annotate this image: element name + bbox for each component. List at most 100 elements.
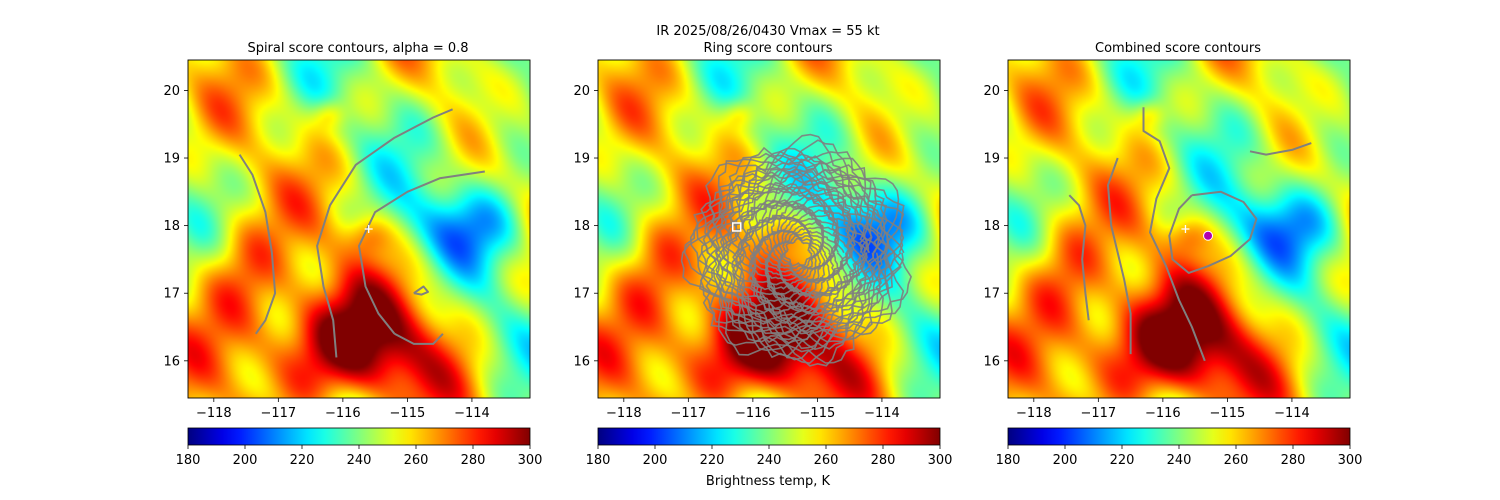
y-tick-label: 18	[573, 219, 590, 234]
x-axis: −118 −117 −116 −115 −114	[606, 398, 900, 421]
colorbar-tick-label: 200	[643, 453, 668, 468]
colorbar-tick-label: 220	[290, 453, 315, 468]
contour-line	[732, 183, 868, 323]
y-tick-label: 17	[573, 287, 590, 302]
x-axis: −118 −117 −116 −115 −114	[196, 398, 490, 421]
contour-layer	[680, 133, 912, 367]
x-tick-label: −118	[606, 406, 642, 421]
colorbar-tick-label: 240	[757, 453, 782, 468]
colorbar-tick-label: 200	[1053, 453, 1078, 468]
contour-line	[316, 108, 453, 358]
x-tick-label: −118	[1016, 406, 1052, 421]
y-tick-label: 16	[573, 354, 590, 369]
map-image	[1008, 60, 1350, 398]
plot-frame	[187, 59, 531, 399]
colorbar-gradient	[187, 427, 531, 446]
panel-title: Ring score contours	[703, 41, 832, 56]
contour-line	[1249, 142, 1312, 156]
colorbar-tick-label: 260	[404, 453, 429, 468]
colorbar-gradient	[1007, 427, 1351, 446]
colorbar-tick-label: 220	[1110, 453, 1135, 468]
contour-line	[413, 285, 429, 296]
contour-line	[731, 185, 866, 316]
plot-frame	[1007, 59, 1351, 399]
colorbar-ticks: 180 200 220 240 260 280 300	[176, 445, 543, 468]
brightness-temp-image	[1008, 60, 1350, 398]
panel-title: Combined score contours	[1095, 41, 1261, 56]
contour-line	[1168, 190, 1258, 274]
marker-layer	[1181, 225, 1214, 241]
y-tick-label: 16	[983, 354, 1000, 369]
contour-line	[689, 151, 905, 365]
colorbar-ticks: 180 200 220 240 260 280 300	[586, 445, 953, 468]
panel-title: Spiral score contours, alpha = 0.8	[247, 41, 468, 56]
marker-layer	[731, 222, 742, 232]
y-axis: 16 17 18 19 20	[163, 84, 188, 369]
x-tick-label: −114	[454, 406, 490, 421]
x-tick-label: −117	[670, 406, 706, 421]
y-tick-label: 19	[573, 152, 590, 167]
y-tick-label: 17	[163, 287, 180, 302]
plot-frame	[597, 59, 941, 399]
x-tick-label: −117	[260, 406, 296, 421]
center-square-marker	[731, 222, 742, 232]
x-tick-label: −115	[1210, 406, 1246, 421]
contour-line	[1142, 107, 1206, 362]
colorbar-tick-label: 180	[996, 453, 1021, 468]
contour-line	[715, 165, 885, 335]
colorbar-tick-label: 200	[233, 453, 258, 468]
colorbar-tick-label: 260	[814, 453, 839, 468]
marker-layer	[364, 225, 373, 233]
panel-ring: Ring score contours −118 −117 −116 −115 −114…	[573, 41, 952, 489]
panel-combined: Combined score contours −118 −117 −116 −115…	[983, 41, 1362, 468]
x-tick-label: −114	[1274, 406, 1310, 421]
contour-line	[238, 154, 277, 335]
y-tick-label: 19	[983, 152, 1000, 167]
contour-line	[680, 133, 912, 364]
y-tick-label: 19	[163, 152, 180, 167]
colorbar-tick-label: 240	[347, 453, 372, 468]
y-axis: 16 17 18 19 20	[573, 84, 598, 369]
center-circle-marker	[1203, 230, 1214, 241]
colorbar-ticks: 180 200 220 240 260 280 300	[996, 445, 1362, 468]
brightness-temp-image	[188, 60, 530, 398]
colorbar	[597, 427, 941, 446]
panel-spiral: Spiral score contours, alpha = 0.8 −118−…	[163, 41, 542, 468]
map-image	[188, 60, 530, 398]
x-tick-label: −114	[864, 406, 900, 421]
contour-line	[699, 150, 905, 359]
contour-line	[757, 212, 840, 296]
colorbar-tick-label: 280	[461, 453, 486, 468]
contour-line	[706, 166, 890, 344]
colorbar-tick-label: 260	[1224, 453, 1249, 468]
x-tick-label: −117	[1080, 406, 1116, 421]
x-tick-label: −116	[735, 406, 771, 421]
y-axis: 16 17 18 19 20	[983, 84, 1008, 369]
colorbar	[1007, 427, 1351, 446]
x-tick-label: −116	[1145, 406, 1181, 421]
contour-layer	[1068, 107, 1312, 362]
colorbar-tick-label: 240	[1167, 453, 1192, 468]
contour-line	[1107, 157, 1132, 355]
colorbar	[187, 427, 531, 446]
figure-suptitle: IR 2025/08/26/0430 Vmax = 55 kt	[656, 24, 879, 39]
colorbar-tick-label: 300	[518, 453, 543, 468]
colorbar-tick-label: 300	[928, 453, 953, 468]
y-tick-label: 20	[573, 84, 590, 99]
y-tick-label: 20	[163, 84, 180, 99]
colorbar-label: Brightness temp, K	[706, 474, 831, 489]
x-axis: −118 −117 −116 −115 −114	[1016, 398, 1310, 421]
contour-line	[394, 332, 444, 345]
center-plus-marker	[364, 225, 373, 233]
contour-line	[693, 146, 904, 361]
contour-line	[1068, 194, 1090, 321]
colorbar-tick-label: 180	[586, 453, 611, 468]
colorbar-tick-label: 280	[1281, 453, 1306, 468]
colorbar-tick-label: 180	[176, 453, 201, 468]
x-tick-label: −115	[800, 406, 836, 421]
y-tick-label: 17	[983, 287, 1000, 302]
y-tick-label: 18	[163, 219, 180, 234]
colorbar-gradient	[597, 427, 941, 446]
y-tick-label: 18	[983, 219, 1000, 234]
